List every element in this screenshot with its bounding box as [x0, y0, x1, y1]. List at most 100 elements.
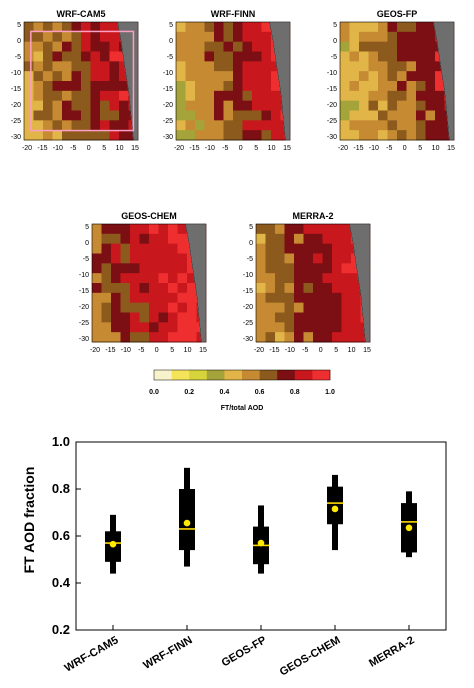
map-x-tick: -10	[121, 347, 131, 354]
map-cell	[284, 253, 295, 264]
map-cell	[322, 312, 333, 323]
map-title: WRF-FINN	[211, 9, 256, 19]
map-cell	[313, 233, 323, 245]
map-cell	[90, 51, 101, 62]
map-cell	[223, 100, 234, 111]
map-cell	[435, 130, 445, 141]
map-cell	[176, 90, 186, 102]
map-cell	[149, 243, 159, 254]
map-cell	[130, 322, 140, 333]
map-cell	[271, 110, 281, 121]
map-cell	[100, 51, 110, 62]
colorbar-segment	[171, 370, 190, 380]
map-y-tick: 0	[249, 240, 253, 247]
map-cell	[185, 51, 196, 62]
map-cell	[111, 283, 121, 294]
map-cell	[332, 273, 342, 284]
map-cell	[387, 110, 398, 121]
map-cell	[294, 332, 304, 343]
map-cell	[195, 71, 205, 82]
map-cell	[341, 302, 352, 313]
map-cell	[349, 81, 360, 92]
map-cell	[139, 243, 150, 254]
map-cell	[92, 302, 102, 313]
map-cell	[120, 273, 131, 284]
map-cell	[313, 292, 323, 304]
map-cell	[81, 120, 91, 131]
map-cell	[158, 312, 169, 323]
map-cell	[81, 81, 91, 92]
map-cell	[176, 22, 186, 33]
map-cell	[81, 100, 91, 111]
map-cell	[119, 110, 129, 121]
map-cell	[313, 253, 323, 264]
map-cell	[139, 253, 150, 264]
map-cell	[204, 90, 215, 102]
map-cell	[368, 22, 379, 33]
map-cell	[62, 51, 72, 62]
x-tick-label: WRF-CAM5	[63, 634, 121, 674]
map-cell	[214, 71, 224, 82]
map-cell	[223, 51, 234, 62]
map-cell	[204, 22, 215, 33]
map-cell	[101, 312, 112, 323]
colorbar-segment	[154, 370, 172, 380]
map-cell	[71, 130, 82, 141]
map-cell	[368, 51, 379, 62]
map-cell	[176, 100, 186, 111]
map-cell	[223, 61, 234, 72]
map-cell	[406, 51, 417, 62]
map-cell	[24, 90, 34, 102]
map-cell	[177, 312, 188, 323]
map-cell	[92, 332, 102, 343]
map-cell	[81, 22, 91, 33]
map-cell	[176, 120, 186, 131]
map-cell	[92, 224, 102, 235]
map-cell	[187, 263, 197, 274]
map-cell	[52, 110, 63, 121]
map-cell	[100, 100, 110, 111]
map-cell	[233, 120, 243, 131]
box	[327, 486, 343, 525]
map-cell	[271, 81, 281, 92]
map-cell	[204, 120, 215, 131]
map-x-tick: -20	[338, 145, 348, 152]
map-cell	[24, 120, 34, 131]
map-cell	[176, 81, 186, 92]
map-cell	[359, 71, 369, 82]
map-cell	[149, 312, 159, 323]
map-cell	[252, 110, 262, 121]
coastline	[349, 223, 366, 343]
map-cell	[303, 253, 314, 264]
map-cell	[120, 332, 131, 343]
box-wrf-finn	[179, 467, 195, 567]
map-cell	[223, 90, 234, 102]
map-cell	[275, 273, 285, 284]
map-y-tick: -15	[79, 288, 89, 295]
map-cell	[33, 71, 44, 82]
map-y-tick: 0	[169, 38, 173, 45]
map-cell	[62, 100, 72, 111]
map-cell	[109, 31, 120, 43]
map-cell	[24, 51, 34, 62]
map-cell	[332, 263, 342, 274]
mean-marker	[183, 519, 191, 527]
map-cell	[130, 263, 140, 274]
y-tick-label: 0.4	[52, 575, 71, 590]
colorbar-tick: 0.8	[290, 389, 300, 396]
map-cell	[416, 71, 426, 82]
map-cell	[43, 120, 53, 131]
map-cell	[187, 312, 197, 323]
map-cell	[256, 332, 266, 343]
map-x-tick: 15	[199, 347, 207, 354]
map-cell	[322, 273, 333, 284]
map-cell	[271, 100, 281, 111]
map-cell	[349, 31, 360, 43]
colorbar-segment	[242, 370, 260, 380]
map-cell	[322, 224, 333, 235]
map-cell	[109, 41, 120, 52]
map-y-tick: 0	[333, 38, 337, 45]
map-cell	[185, 61, 196, 72]
map-cell	[177, 292, 188, 304]
map-cell	[397, 81, 407, 92]
